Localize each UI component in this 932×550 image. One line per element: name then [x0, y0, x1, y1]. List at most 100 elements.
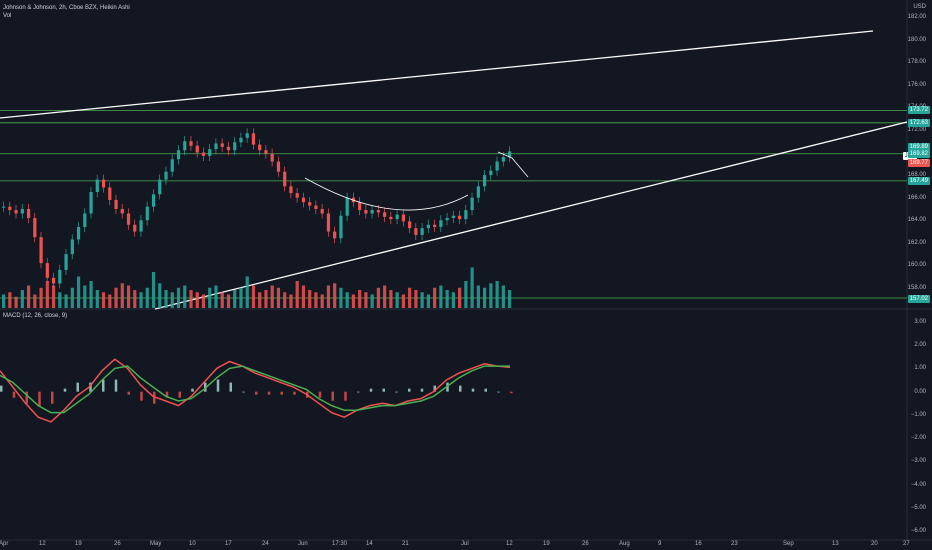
candle-body [433, 224, 437, 228]
time-tick-label: Aug [619, 541, 630, 547]
macd-histogram-bar [382, 388, 385, 392]
candle-body [408, 221, 412, 229]
candle-body [33, 217, 37, 238]
candle-body [26, 208, 31, 218]
volume-bar [64, 294, 68, 308]
candle-body [45, 263, 49, 278]
candle-body [114, 199, 118, 209]
volume-bar [508, 290, 512, 308]
volume-legend[interactable]: Vol [3, 13, 12, 19]
time-tick-label: 17 [225, 541, 232, 547]
volume-bar [70, 287, 74, 308]
macd-histogram-bar [446, 382, 449, 392]
volume-bar [45, 281, 49, 308]
price-tag: 167.49 [907, 177, 930, 185]
volume-bar [314, 292, 318, 308]
volume-bar [283, 292, 287, 308]
candle-body [164, 171, 168, 180]
price-tag: 169.77 [907, 159, 930, 167]
candle-body [345, 197, 349, 216]
volume-bar [8, 292, 12, 308]
candle-body [483, 175, 487, 187]
macd-histogram-bar [408, 388, 411, 392]
macd-histogram-bar [471, 388, 475, 392]
macd-histogram-bar [459, 385, 462, 392]
volume-bar [289, 294, 293, 308]
volume-bar [95, 290, 99, 308]
volume-bar [26, 285, 31, 308]
macd-legend[interactable]: MACD (12, 26, close, 9) [3, 313, 68, 319]
volume-bar [320, 294, 324, 308]
volume-bar [201, 294, 206, 308]
macd-histogram-bar [12, 391, 16, 398]
candle-body [58, 269, 62, 284]
macd-histogram-bar [140, 391, 143, 401]
volume-bar [451, 292, 455, 308]
candle-body [108, 187, 112, 200]
volume-bar [264, 290, 268, 308]
macd-histogram-bar [255, 391, 258, 395]
candle-body [70, 239, 74, 255]
candle-body [395, 214, 399, 220]
macd-histogram-bar [63, 388, 67, 392]
time-tick-label: 17:30 [332, 541, 348, 547]
macd-tick-label: −4.00 [910, 481, 926, 488]
candle-body [508, 151, 512, 158]
candle-body [39, 237, 43, 264]
candle-body [414, 228, 418, 235]
volume-bar [420, 292, 424, 308]
volume-bar [189, 290, 193, 308]
price-tick-label: 160.00 [907, 262, 926, 269]
signal-line [0, 365, 510, 414]
volume-bar [245, 276, 249, 308]
candle-body [451, 215, 455, 218]
candle-body [208, 149, 212, 156]
candle-body [364, 210, 368, 214]
macd-tick-label: 1.00 [914, 365, 926, 372]
candle-body [83, 213, 87, 228]
price-tag: 172.63 [907, 119, 930, 127]
candle-body [89, 192, 93, 214]
candle-body [251, 133, 256, 145]
time-tick-label: 24 [262, 541, 269, 547]
candle-body [464, 210, 468, 220]
candle-body [326, 213, 331, 232]
candle-body [495, 161, 499, 171]
volume-bar [445, 290, 449, 308]
volume-bar [164, 290, 168, 308]
time-tick-label: Apr [0, 541, 9, 547]
volume-bar [370, 294, 374, 308]
macd-histogram-bar [127, 391, 130, 395]
candle-body [270, 153, 274, 162]
candle-body [126, 213, 131, 225]
volume-bar [133, 290, 137, 308]
volume-bar [139, 292, 143, 308]
volume-bar [345, 292, 349, 308]
candle-body [358, 202, 362, 211]
macd-histogram-bar [178, 391, 181, 398]
candle-body [264, 150, 268, 154]
macd-histogram-bar [76, 382, 79, 392]
candle-body [64, 254, 68, 270]
macd-histogram-bar [204, 382, 207, 392]
candle-body [476, 186, 480, 198]
symbol-legend[interactable]: Johnson & Johnson, 2h, Cboe BZX, Heikin … [3, 5, 130, 11]
time-tick-label: 12 [39, 541, 46, 547]
macd-histogram-bar [395, 391, 398, 393]
macd-histogram-bar [38, 391, 41, 407]
candle-body [370, 210, 374, 214]
volume-bar [351, 294, 356, 308]
volume-bar [426, 294, 430, 308]
volume-bar [170, 292, 174, 308]
macd-histogram-bar [497, 391, 500, 393]
candle-body [276, 161, 281, 172]
volume-bar [226, 294, 231, 308]
volume-bar [108, 294, 112, 308]
price-tick-label: 162.00 [907, 239, 926, 246]
volume-bar [501, 285, 505, 308]
candle-body [133, 224, 137, 232]
volume-bar [89, 281, 93, 308]
volume-bar [301, 285, 306, 308]
macd-histogram-bar [25, 391, 28, 404]
